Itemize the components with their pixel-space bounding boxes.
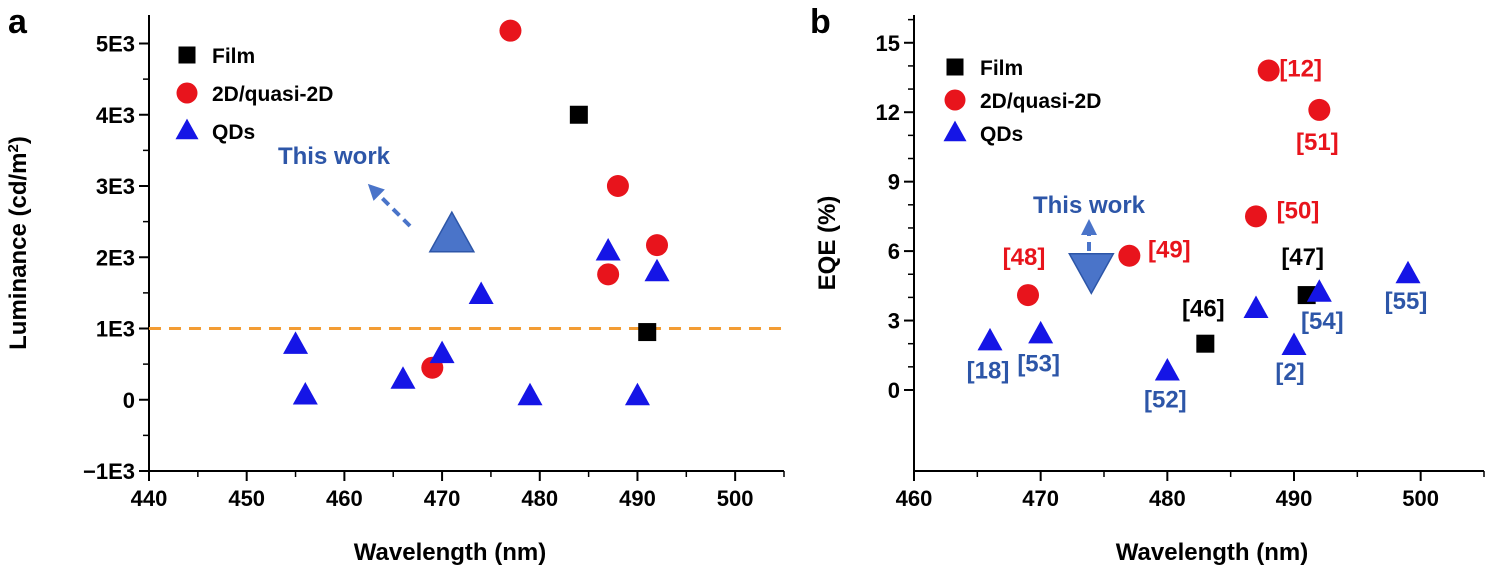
- this-work-arrow-head: [1081, 219, 1097, 235]
- y-tick-label: 2E3: [96, 245, 135, 270]
- y-tick-label: 6: [888, 239, 900, 264]
- legend-marker-triangle-up: [943, 120, 967, 142]
- data-point-square: [1196, 334, 1215, 353]
- data-point-triangle-up: [1281, 332, 1307, 356]
- x-tick-label: 440: [131, 486, 168, 511]
- x-tick-label: 500: [1402, 486, 1439, 511]
- x-tick-label: 480: [1149, 486, 1186, 511]
- x-tick-label: 490: [1276, 486, 1313, 511]
- x-tick-label: 460: [326, 486, 363, 511]
- y-tick-label: 3: [888, 309, 900, 334]
- legend-label: 2D/quasi-2D: [212, 83, 333, 106]
- y-tick-label: 5E3: [96, 32, 135, 57]
- legend-label: QDs: [980, 123, 1023, 146]
- x-axis-label: Wavelength (nm): [354, 539, 546, 566]
- this-work-marker: [428, 210, 476, 253]
- x-tick-label: 480: [521, 486, 558, 511]
- reference-label: [18]: [967, 357, 1010, 384]
- data-point-triangle-up: [595, 238, 621, 261]
- data-point-triangle-up: [292, 381, 318, 405]
- reference-label: [46]: [1182, 296, 1225, 323]
- legend-label: Film: [212, 45, 255, 68]
- data-point-triangle-up: [1154, 357, 1180, 381]
- data-point-square: [569, 105, 588, 124]
- data-point-triangle-up: [468, 281, 494, 305]
- reference-label: [49]: [1148, 237, 1191, 264]
- panel-label: a: [8, 3, 28, 41]
- data-point-circle: [597, 263, 620, 286]
- this-work-label: This work: [278, 143, 391, 170]
- data-point-triangle-up: [1395, 260, 1421, 284]
- data-point-circle: [1257, 59, 1280, 82]
- data-point-triangle-up: [644, 258, 670, 282]
- data-point-triangle-up: [977, 327, 1003, 351]
- legend-label: Film: [980, 57, 1023, 80]
- reference-label: [54]: [1301, 308, 1344, 335]
- data-point-square: [638, 323, 657, 342]
- x-tick-label: 460: [896, 486, 933, 511]
- data-point-circle: [1017, 284, 1039, 307]
- reference-label: [51]: [1296, 129, 1339, 156]
- data-point-triangle-up: [1306, 279, 1332, 302]
- panel-label: b: [810, 3, 831, 41]
- x-tick-label: 450: [228, 486, 265, 511]
- x-axis-label: Wavelength (nm): [1116, 539, 1308, 566]
- legend-marker-triangle-up: [175, 118, 199, 140]
- data-point-circle: [606, 175, 629, 197]
- y-axis-label-main: EQE (%): [814, 196, 841, 291]
- legend-label: 2D/quasi-2D: [980, 90, 1101, 113]
- data-point-triangle-up: [1028, 320, 1054, 344]
- y-tick-label: 9: [888, 170, 900, 195]
- y-tick-label: 0: [888, 378, 900, 403]
- x-tick-label: 470: [424, 486, 461, 511]
- reference-label: [50]: [1277, 197, 1320, 224]
- legend-marker-square: [178, 46, 196, 64]
- data-point-triangle-up: [624, 382, 650, 406]
- x-tick-label: 470: [1022, 486, 1059, 511]
- y-axis-label-superscript: 2: [5, 144, 22, 152]
- y-axis-label-main: Luminance (cd/m: [5, 152, 32, 349]
- y-tick-label: 4E3: [96, 103, 135, 128]
- reference-label: [52]: [1144, 386, 1187, 413]
- y-tick-label: −1E3: [83, 459, 135, 484]
- legend-marker-circle: [176, 82, 198, 104]
- legend-label: QDs: [212, 121, 255, 144]
- data-point-triangle-up: [1243, 295, 1269, 318]
- legend-marker-circle: [944, 89, 966, 111]
- data-point-triangle-up: [283, 331, 309, 354]
- y-tick-label: 3E3: [96, 174, 135, 199]
- y-tick-label: 12: [876, 100, 900, 125]
- data-point-triangle-up: [517, 382, 543, 406]
- data-point-circle: [1308, 98, 1331, 121]
- x-tick-label: 500: [717, 486, 754, 511]
- data-point-circle: [499, 19, 522, 42]
- reference-label: [47]: [1281, 244, 1324, 271]
- y-tick-label: 0: [123, 388, 135, 413]
- y-axis-label: Luminance (cd/m2): [5, 136, 33, 350]
- data-point-circle: [1118, 244, 1141, 267]
- reference-label: [53]: [1017, 350, 1060, 377]
- y-axis-label: EQE (%): [814, 196, 841, 291]
- data-point-triangle-up: [390, 366, 416, 389]
- this-work-marker: [1068, 253, 1115, 295]
- x-tick-label: 490: [619, 486, 656, 511]
- data-point-circle: [646, 234, 668, 257]
- y-axis-label-suffix: ): [5, 136, 32, 144]
- data-point-triangle-up: [429, 340, 455, 364]
- y-tick-label: 1E3: [96, 317, 135, 342]
- legend-marker-square: [946, 58, 964, 76]
- reference-label: [48]: [1003, 244, 1046, 271]
- reference-label: [55]: [1385, 288, 1428, 315]
- this-work-label: This work: [1033, 192, 1146, 219]
- this-work-arrow-head: [367, 183, 385, 201]
- y-tick-label: 15: [876, 31, 900, 56]
- data-point-circle: [1245, 205, 1267, 228]
- reference-label: [2]: [1275, 359, 1304, 386]
- reference-label: [12]: [1279, 56, 1322, 83]
